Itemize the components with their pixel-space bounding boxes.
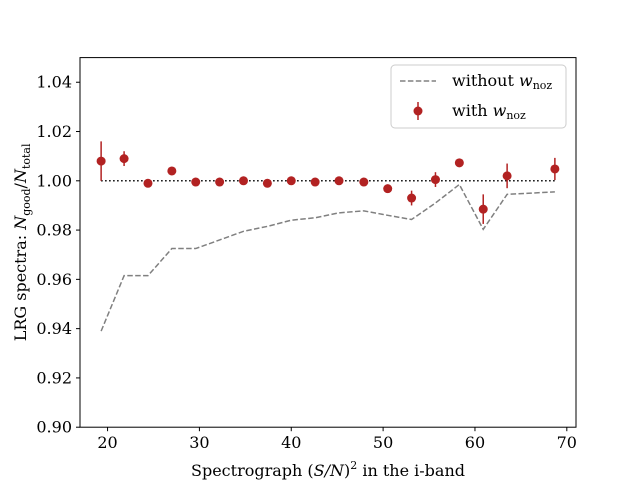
y-tick-label: 0.92 (36, 368, 72, 387)
data-point (119, 154, 129, 164)
x-tick-label: 70 (557, 433, 577, 452)
data-point (383, 184, 393, 194)
plot-frame (79, 57, 577, 428)
data-point (430, 175, 440, 185)
data-point (310, 177, 320, 187)
data-point (215, 177, 225, 187)
data-point (262, 178, 272, 188)
y-tick-label: 0.96 (36, 270, 72, 289)
y-tick-label: 1.04 (36, 73, 72, 92)
data-point (143, 178, 153, 188)
data-point (286, 176, 296, 186)
data-point (191, 177, 201, 187)
x-axis-ticks: 20 30 40 50 60 70 (97, 427, 577, 452)
legend-label-with-wnoz: with wnoz (452, 101, 526, 122)
legend: without wnoz with wnoz (390, 64, 567, 129)
data-point (96, 156, 106, 166)
series-without-wnoz-line (100, 183, 555, 332)
y-tick-label: 1.02 (36, 122, 72, 141)
legend-label-without-wnoz: without wnoz (452, 71, 552, 92)
y-tick-label: 0.90 (36, 418, 72, 437)
x-tick-label: 60 (465, 433, 485, 452)
x-tick-label: 30 (189, 433, 209, 452)
y-axis-label: LRG spectra: Ngood/Ntotal (11, 143, 33, 341)
data-point (238, 176, 248, 186)
y-axis-ticks: 0.90 0.92 0.94 0.96 0.98 1.00 1.02 1.04 (36, 73, 80, 437)
data-point (359, 177, 369, 187)
data-point (454, 158, 464, 168)
y-tick-label: 0.98 (36, 221, 72, 240)
x-tick-label: 20 (97, 433, 117, 452)
data-point (550, 164, 560, 174)
data-point (407, 193, 417, 203)
x-axis-label: Spectrograph (S/N)2 in the i-band (191, 459, 465, 480)
dashed-series-layer (100, 183, 555, 332)
data-point (334, 176, 344, 186)
y-tick-label: 0.94 (36, 319, 72, 338)
data-point (167, 166, 177, 176)
y-tick-label: 1.00 (36, 171, 72, 190)
x-tick-label: 40 (281, 433, 301, 452)
errorbar-series-layer (96, 141, 560, 224)
data-point (478, 204, 488, 214)
legend-marker-swatch (413, 106, 423, 116)
x-tick-label: 50 (373, 433, 393, 452)
data-point (502, 171, 512, 181)
